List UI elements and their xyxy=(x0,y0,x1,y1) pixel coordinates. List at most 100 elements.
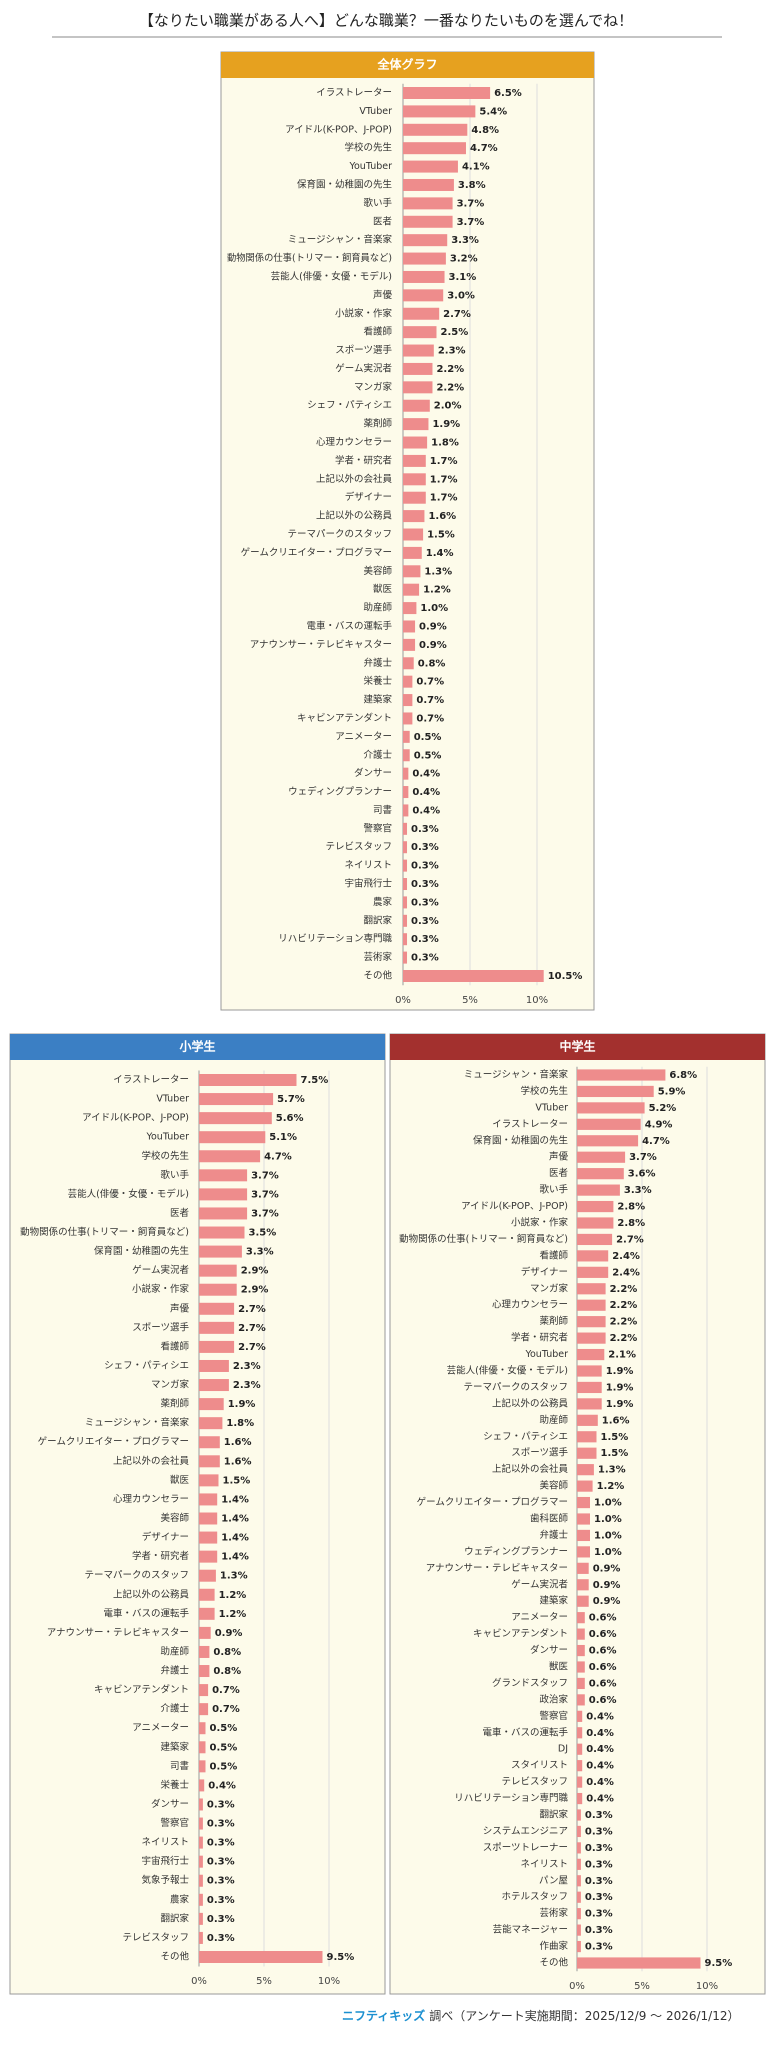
bar xyxy=(199,1245,242,1258)
value-label: 0.8% xyxy=(418,658,446,669)
category-label: その他 xyxy=(160,1951,189,1963)
value-label: 2.2% xyxy=(610,1317,638,1328)
bar xyxy=(199,1455,220,1468)
value-label: 0.4% xyxy=(586,1744,614,1755)
bar xyxy=(199,1150,261,1163)
bar xyxy=(199,1951,323,1963)
category-label: リハビリテーション専門職 xyxy=(278,933,392,945)
bar xyxy=(577,1595,589,1607)
category-label: 薬剤師 xyxy=(160,1398,189,1410)
category-label: ゲームクリエイター・プログラマー xyxy=(241,546,392,558)
category-label: 翻訳家 xyxy=(160,1912,189,1924)
bar xyxy=(199,1665,210,1678)
value-label: 3.5% xyxy=(249,1228,277,1239)
category-label: デザイナー xyxy=(345,491,392,503)
category-label: 心理カウンセラー xyxy=(316,437,392,448)
bar xyxy=(199,1131,266,1144)
category-label: 警察官 xyxy=(160,1817,189,1829)
value-label: 0.3% xyxy=(207,1933,235,1944)
category-label: キャビンアテンダント xyxy=(297,712,392,724)
bar xyxy=(403,878,408,891)
bar xyxy=(403,160,458,173)
bar xyxy=(577,1151,626,1163)
value-label: 3.7% xyxy=(457,217,485,228)
value-label: 0.7% xyxy=(416,695,444,706)
category-label: 介護士 xyxy=(363,749,392,761)
bar xyxy=(199,1398,224,1411)
value-label: 0.3% xyxy=(585,1810,613,1821)
bar xyxy=(199,1321,235,1334)
category-label: パン屋 xyxy=(539,1875,568,1886)
bar xyxy=(199,1074,297,1086)
bar xyxy=(199,1722,206,1735)
value-label: 3.7% xyxy=(457,198,485,209)
bar xyxy=(403,657,414,670)
category-label: 声優 xyxy=(170,1302,190,1314)
bar xyxy=(403,749,410,762)
value-label: 0.3% xyxy=(585,1876,613,1887)
value-label: 1.0% xyxy=(594,1530,622,1541)
category-label: VTuber xyxy=(535,1102,568,1113)
bar xyxy=(577,1776,583,1788)
bar xyxy=(199,1798,203,1811)
bar xyxy=(199,1379,229,1392)
category-label: 芸能マネージャー xyxy=(493,1924,568,1936)
value-label: 2.5% xyxy=(441,327,469,338)
category-label: ミュージシャン・音楽家 xyxy=(288,234,393,246)
value-label: 1.6% xyxy=(602,1415,630,1426)
bar xyxy=(403,491,426,504)
bar xyxy=(403,344,434,357)
category-label: ゲーム実況者 xyxy=(132,1264,189,1276)
value-label: 0.3% xyxy=(411,953,439,964)
value-label: 0.3% xyxy=(585,1909,613,1920)
value-label: 0.4% xyxy=(208,1780,236,1791)
bar xyxy=(577,1612,585,1624)
bar xyxy=(403,970,544,982)
value-label: 4.7% xyxy=(264,1151,292,1162)
category-label: テーマパークのスタッフ xyxy=(84,1570,189,1581)
bar xyxy=(199,1531,218,1544)
category-label: 芸術家 xyxy=(363,951,392,963)
category-label: テーマパークのスタッフ xyxy=(287,529,392,540)
category-label: アイドル(K-POP、J-POP) xyxy=(82,1113,189,1124)
bar xyxy=(577,1628,585,1640)
value-label: 5.2% xyxy=(649,1103,677,1114)
bar xyxy=(577,1414,598,1426)
category-label: 宇宙飛行士 xyxy=(141,1855,189,1867)
bar xyxy=(199,1893,203,1906)
bar xyxy=(403,215,453,228)
value-label: 2.7% xyxy=(443,309,471,320)
category-label: シェフ・パティシエ xyxy=(483,1431,568,1442)
value-label: 1.8% xyxy=(226,1418,254,1429)
category-label: 動物関係の仕事(トリマー・飼育員など) xyxy=(227,252,392,264)
category-label: 保育園・幼稚園の先生 xyxy=(94,1245,190,1257)
value-label: 0.3% xyxy=(585,1942,613,1953)
value-label: 2.7% xyxy=(238,1323,266,1334)
value-label: 3.0% xyxy=(447,290,475,301)
value-label: 3.1% xyxy=(449,272,477,283)
x-tick-label: 5% xyxy=(462,995,478,1006)
value-label: 0.3% xyxy=(411,824,439,835)
bar xyxy=(577,1200,614,1213)
value-label: 6.5% xyxy=(494,88,522,99)
category-label: 歌い手 xyxy=(363,197,392,209)
bar xyxy=(403,326,437,339)
bar xyxy=(577,1085,654,1098)
category-label: 美容師 xyxy=(363,565,392,577)
bar xyxy=(199,1836,203,1849)
value-label: 4.1% xyxy=(462,162,490,173)
bar xyxy=(199,1588,215,1601)
bar xyxy=(403,859,408,872)
category-label: アニメーター xyxy=(132,1723,189,1734)
category-label: アイドル(K-POP、J-POP) xyxy=(461,1201,568,1212)
value-label: 0.8% xyxy=(213,1666,241,1677)
value-label: 9.5% xyxy=(705,1958,733,1969)
bar xyxy=(577,1102,645,1114)
category-label: 上記以外の会社員 xyxy=(492,1463,569,1475)
category-label: 栄養士 xyxy=(363,675,392,687)
category-label: 宇宙飛行士 xyxy=(344,878,392,890)
value-label: 2.9% xyxy=(241,1285,269,1296)
value-label: 10.5% xyxy=(548,971,583,982)
bar xyxy=(199,1779,205,1792)
value-label: 3.7% xyxy=(629,1152,657,1163)
